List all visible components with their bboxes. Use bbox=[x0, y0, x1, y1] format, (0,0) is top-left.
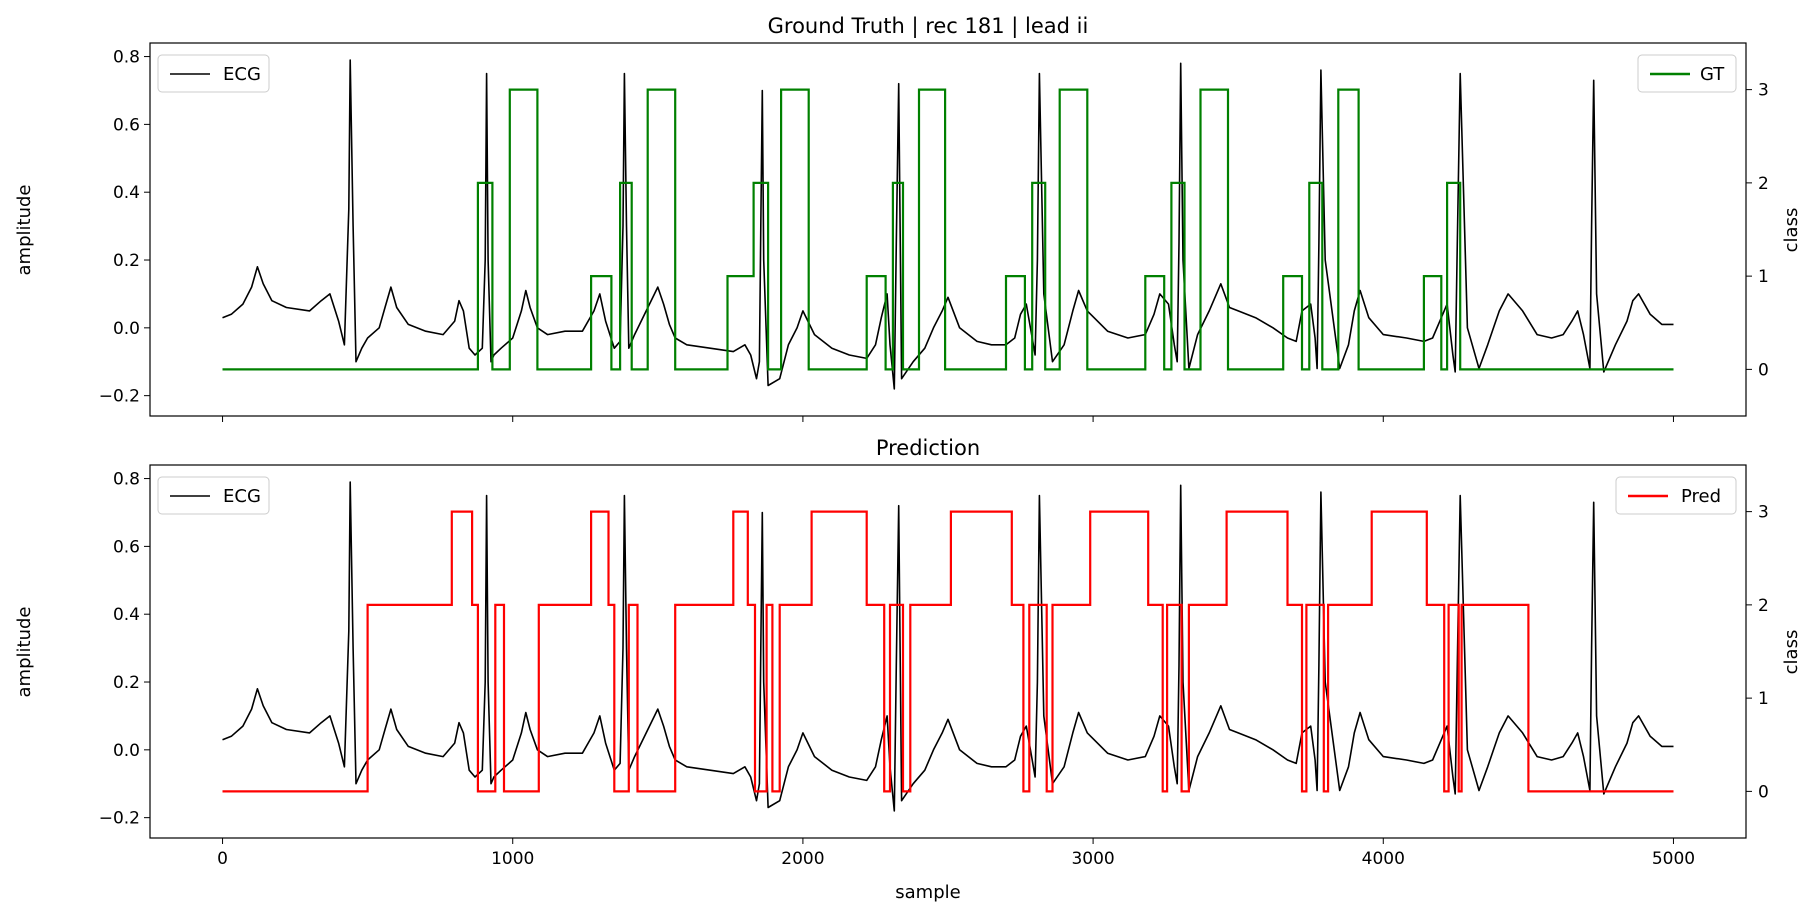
y-tick-label: 0.4 bbox=[113, 605, 140, 625]
y2-tick-label: 3 bbox=[1758, 503, 1769, 523]
y2-tick-label: 2 bbox=[1758, 596, 1769, 616]
y2-axis-ticks: 0 1 2 3 bbox=[1746, 503, 1769, 802]
plot-area bbox=[222, 59, 1674, 390]
y2-tick-label: 2 bbox=[1758, 174, 1769, 194]
y-tick-label: 0.6 bbox=[113, 537, 140, 557]
x-axis-label: sample bbox=[895, 882, 960, 903]
y2-axis-label: class bbox=[1781, 630, 1802, 675]
y-tick-label: 0.6 bbox=[113, 115, 140, 135]
gt-class-line bbox=[222, 88, 1674, 371]
y2-tick-label: 1 bbox=[1758, 267, 1769, 287]
y2-tick-label: 0 bbox=[1758, 360, 1769, 380]
x-tick-label: 1000 bbox=[491, 849, 534, 869]
legend-pred-label: Pred bbox=[1681, 486, 1721, 507]
y2-axis-ticks: 0 1 2 3 bbox=[1746, 81, 1769, 380]
y-tick-label: −0.2 bbox=[99, 387, 140, 407]
axes-frame bbox=[149, 42, 1747, 417]
y-axis-label: amplitude bbox=[14, 185, 35, 276]
legend-ecg-label: ECG bbox=[223, 64, 261, 85]
x-tick-label: 5000 bbox=[1652, 849, 1695, 869]
y-tick-label: 0.8 bbox=[113, 470, 140, 490]
legend-pred: Pred bbox=[1615, 476, 1737, 515]
x-tick-label: 3000 bbox=[1071, 849, 1114, 869]
y-tick-label: −0.2 bbox=[99, 809, 140, 829]
prediction-panel: Prediction 0 1000 2000 3000 4000 5000 −0.2 0.0… bbox=[14, 436, 1802, 903]
x-tick-label: 0 bbox=[217, 849, 228, 869]
chart-title: Prediction bbox=[876, 436, 980, 460]
axes-frame bbox=[149, 464, 1747, 839]
y-tick-label: 0.4 bbox=[113, 183, 140, 203]
y-tick-label: 0.2 bbox=[113, 251, 140, 271]
y-tick-label: 0.0 bbox=[113, 741, 140, 761]
pred-class-line bbox=[222, 510, 1674, 793]
y2-axis-label: class bbox=[1781, 208, 1802, 253]
ground-truth-panel: Ground Truth | rec 181 | lead ii −0.2 0.0… bbox=[14, 14, 1802, 422]
legend-ecg-label: ECG bbox=[223, 486, 261, 507]
legend-gt-label: GT bbox=[1700, 64, 1725, 85]
chart-title: Ground Truth | rec 181 | lead ii bbox=[768, 14, 1089, 39]
y-axis-ticks: −0.2 0.0 0.2 0.4 0.6 0.8 bbox=[99, 48, 150, 407]
y-axis-ticks: −0.2 0.0 0.2 0.4 0.6 0.8 bbox=[99, 470, 150, 829]
legend-gt: GT bbox=[1637, 54, 1737, 93]
y2-tick-label: 0 bbox=[1758, 782, 1769, 802]
x-tick-label: 2000 bbox=[781, 849, 824, 869]
y-axis-label: amplitude bbox=[14, 607, 35, 698]
plot-area bbox=[222, 481, 1674, 812]
x-axis-ticks: 0 1000 2000 3000 4000 5000 bbox=[217, 838, 1695, 869]
x-tick-label: 4000 bbox=[1362, 849, 1405, 869]
legend-ecg: ECG bbox=[157, 476, 270, 515]
x-axis-ticks bbox=[222, 416, 1674, 422]
y-tick-label: 0.0 bbox=[113, 319, 140, 339]
legend-ecg: ECG bbox=[157, 54, 270, 93]
y2-tick-label: 1 bbox=[1758, 689, 1769, 709]
y-tick-label: 0.8 bbox=[113, 48, 140, 68]
y-tick-label: 0.2 bbox=[113, 673, 140, 693]
y2-tick-label: 3 bbox=[1758, 81, 1769, 101]
